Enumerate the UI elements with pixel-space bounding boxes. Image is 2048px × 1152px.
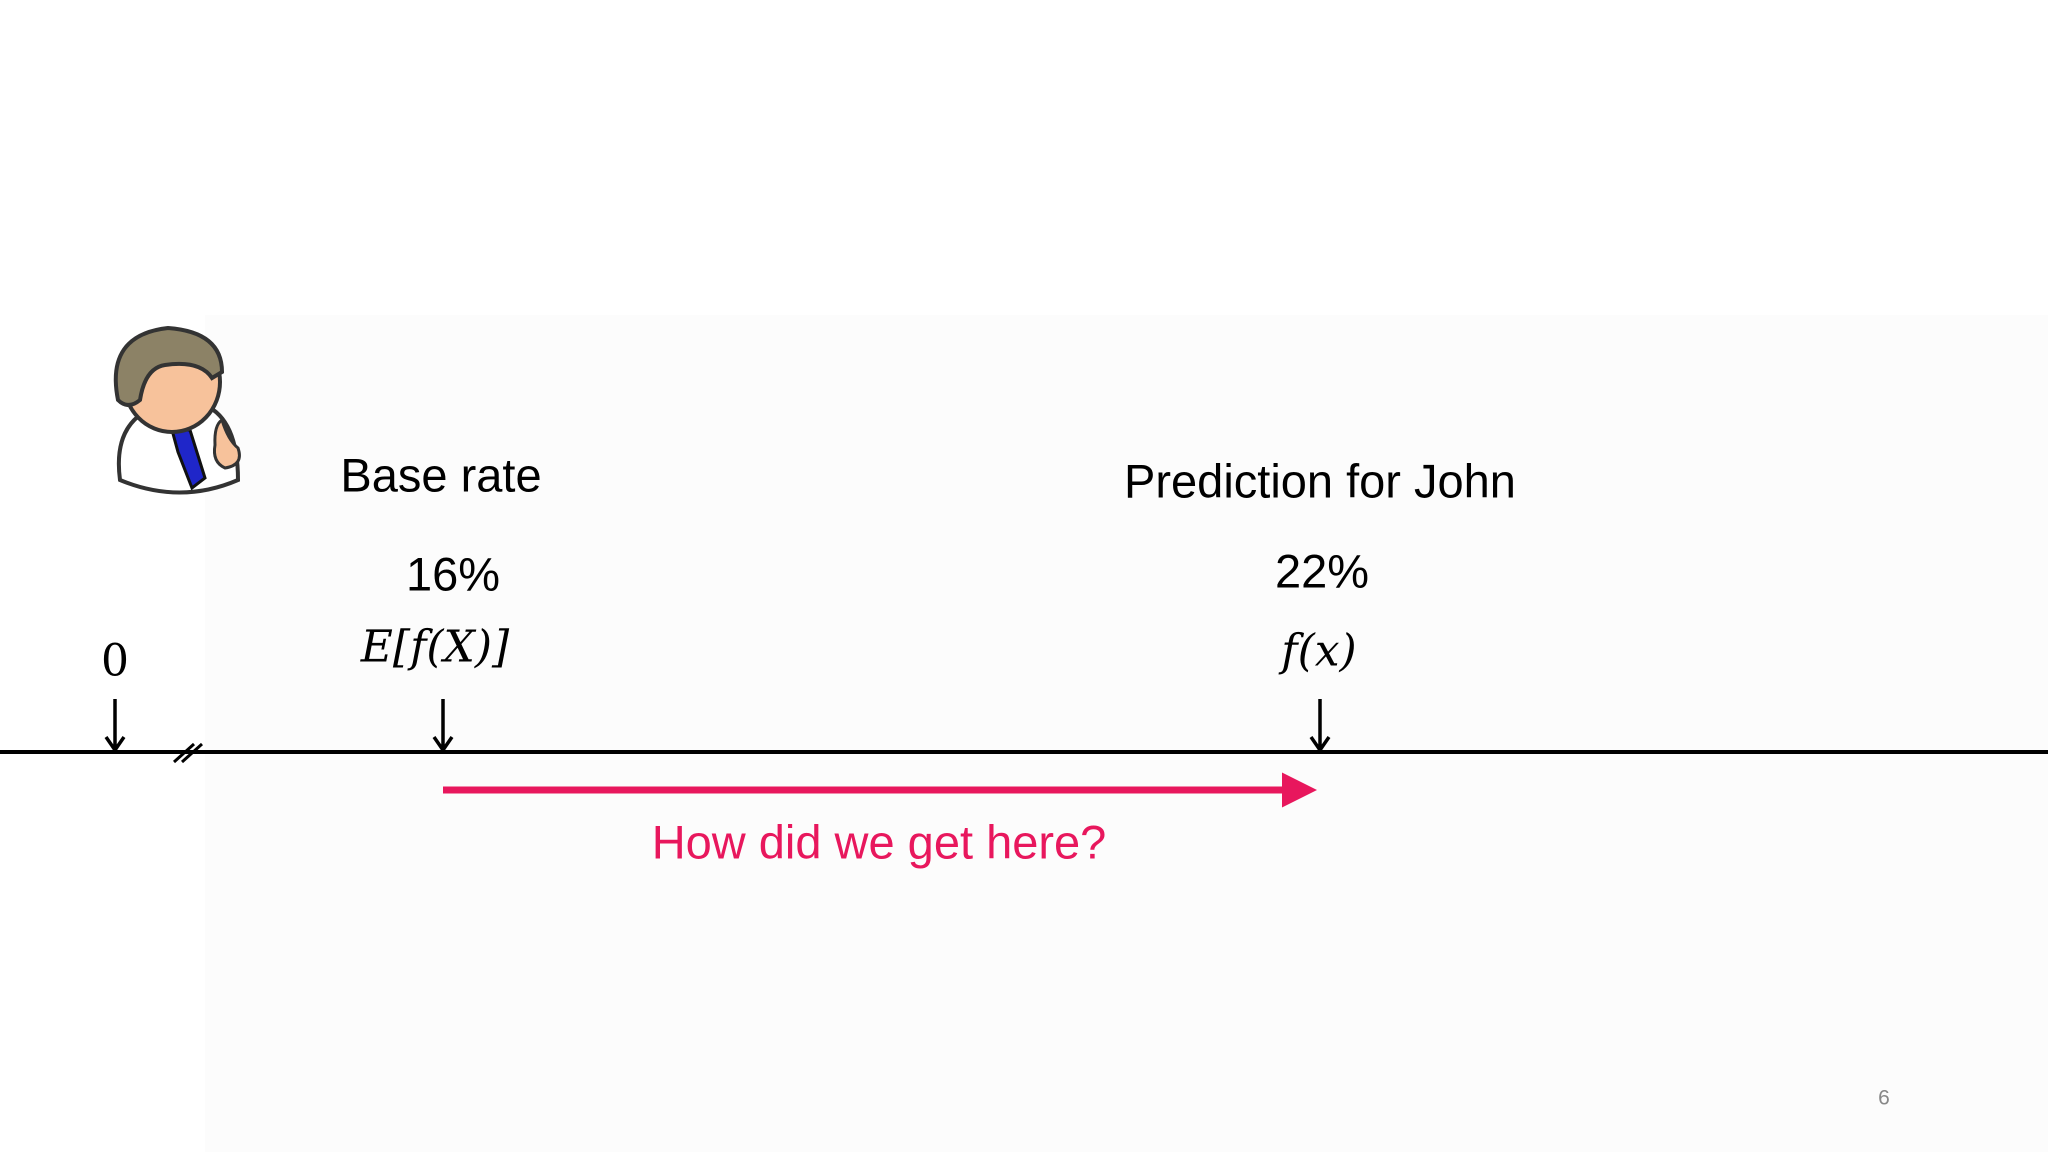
prediction-formula: f(x) <box>1278 626 1356 677</box>
page-number: 6 <box>1878 1087 1890 1110</box>
background-panel <box>205 315 2048 1152</box>
person-icon <box>113 325 241 495</box>
axis-break <box>172 742 204 764</box>
prediction-value: 22% <box>1275 544 1369 597</box>
base-title: Base rate <box>340 448 541 501</box>
arrow-label: How did we get here? <box>652 815 1107 868</box>
base-formula: E[f(X)] <box>360 622 510 673</box>
tick-arrows <box>104 699 1331 754</box>
origin-label: 0 <box>101 636 129 687</box>
prediction-title: Prediction for John <box>1124 454 1516 507</box>
base-value: 16% <box>406 547 500 600</box>
